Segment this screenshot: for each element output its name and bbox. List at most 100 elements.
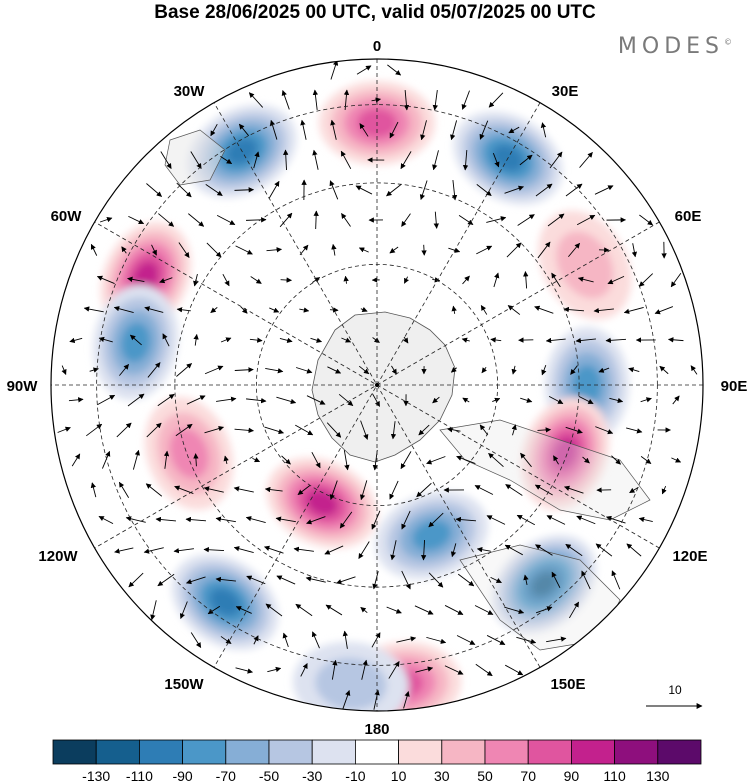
wind-arrow (540, 122, 547, 138)
wind-arrow (400, 151, 412, 170)
wind-arrow (457, 573, 475, 587)
lon-label-60w: 60W (51, 208, 83, 225)
wind-arrow (127, 276, 145, 282)
wind-arrow (293, 546, 314, 552)
wind-arrow (68, 397, 84, 403)
wind-arrow (654, 306, 674, 315)
wind-arrow (125, 516, 146, 523)
wind-arrow (356, 65, 372, 75)
wind-arrow (372, 337, 380, 343)
wind-arrow (281, 90, 290, 110)
wind-arrow (265, 603, 283, 617)
wind-arrow (185, 516, 207, 523)
wind-arrow (178, 242, 190, 258)
wind-arrow (299, 307, 310, 313)
wind-arrow (535, 183, 553, 197)
wind-vectors (57, 59, 698, 710)
wind-arrow (593, 307, 614, 314)
wind-arrow (420, 120, 427, 141)
wind-arrow (389, 480, 399, 500)
wind-arrow (253, 635, 259, 645)
wind-arrow (210, 123, 218, 137)
lon-label-120e: 120E (672, 548, 707, 565)
wind-arrow (312, 149, 319, 170)
wind-arrow (265, 368, 284, 374)
wind-arrow (313, 210, 319, 229)
lon-label-30e: 30E (552, 83, 579, 100)
wind-arrow (690, 365, 698, 375)
wind-arrow (281, 455, 291, 465)
wind-arrow (372, 570, 379, 590)
lon-label-60e: 60E (675, 208, 702, 225)
wind-arrow (568, 601, 580, 619)
wind-arrow (340, 150, 352, 169)
wind-arrow (235, 245, 253, 255)
wind-arrow (506, 242, 522, 258)
wind-arrow (505, 484, 523, 496)
wind-arrow (504, 544, 523, 556)
wind-arrow (173, 547, 194, 554)
colorbar-tick-label: -110 (126, 768, 153, 783)
wind-arrow (451, 180, 458, 201)
wind-arrow (462, 397, 470, 403)
wind-arrow (282, 632, 289, 648)
wind-arrow (545, 337, 566, 344)
wind-arrow (248, 92, 264, 108)
wind-arrow (234, 427, 254, 434)
wind-arrow (360, 606, 368, 614)
wind-arrow (486, 515, 506, 525)
wind-arrow (188, 213, 205, 227)
wind-arrow (548, 396, 564, 404)
wind-arrow (629, 486, 639, 494)
wind-arrow (311, 451, 321, 469)
colorbar-swatch (441, 739, 486, 765)
wind-arrow (179, 601, 188, 620)
colorbar-swatch (268, 739, 313, 765)
colorbar-swatch (398, 739, 443, 765)
wind-arrow (223, 455, 229, 465)
wind-arrow (306, 516, 326, 525)
wind-arrow (519, 154, 533, 166)
wind-arrow (359, 123, 369, 137)
wind-arrow (450, 367, 457, 373)
wind-arrow (541, 364, 547, 376)
wind-arrow (341, 337, 352, 343)
wind-arrow (185, 576, 206, 585)
colorbar-swatch (527, 739, 572, 765)
wind-arrow (252, 457, 261, 463)
wind-arrow (607, 275, 625, 285)
colorbar-tick-label: -130 (82, 768, 110, 783)
wind-arrow (216, 396, 237, 402)
wind-arrow (235, 606, 252, 614)
wind-arrow (146, 183, 162, 197)
wind-arrow (233, 546, 254, 553)
wind-arrow (490, 337, 502, 343)
wind-arrow (331, 243, 337, 256)
colorbar-swatch (484, 739, 529, 765)
wind-arrow (358, 247, 369, 253)
wind-arrow (132, 449, 140, 470)
wind-arrow (476, 245, 493, 255)
wind-arrow (511, 424, 517, 436)
wind-arrow (338, 393, 354, 407)
wind-arrow (129, 334, 142, 346)
wind-arrow (175, 423, 193, 437)
wind-arrow (486, 635, 506, 645)
wind-arrow (235, 667, 253, 674)
wind-arrow (611, 570, 621, 590)
wind-arrow (488, 92, 504, 108)
wind-arrow (102, 450, 111, 469)
wind-arrow (128, 215, 145, 225)
wind-arrow (563, 306, 585, 313)
wind-arrow (476, 184, 492, 196)
wind-arrow (163, 450, 170, 469)
wind-arrow (415, 666, 434, 673)
wind-arrow (670, 272, 682, 288)
anomaly-contour (552, 437, 578, 470)
wind-arrow (144, 306, 164, 313)
wind-arrow (176, 307, 191, 313)
colorbar-tick-label: 70 (520, 768, 536, 783)
wind-arrow (511, 365, 517, 375)
anomaly-contour (412, 519, 452, 551)
